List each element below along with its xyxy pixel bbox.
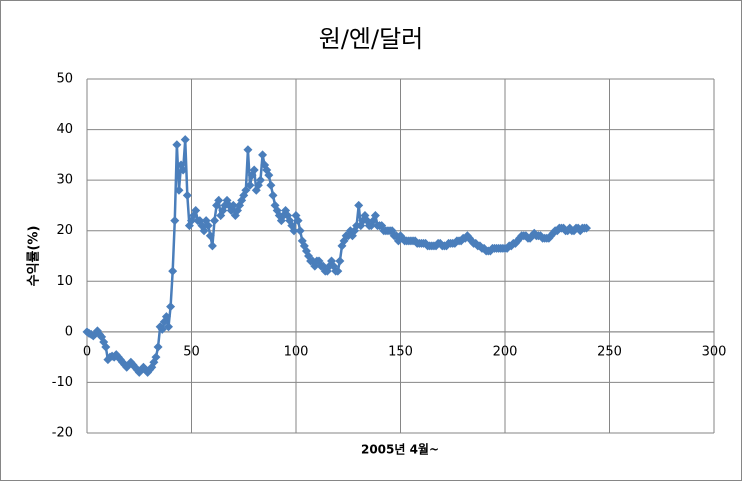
data-point [214,195,224,205]
x-tick-label: 150 [388,344,413,359]
x-axis-label: 2005년 4월~ [361,442,439,457]
x-tick-label: 300 [702,344,727,359]
y-tick-label: 20 [56,223,73,238]
y-tick-label: 30 [56,173,73,188]
chart-title: 원/엔/달러 [319,25,424,53]
data-point [172,140,182,150]
data-point [266,180,276,190]
data-point [249,165,259,175]
data-point [191,205,201,215]
y-tick-label: -20 [52,426,73,441]
data-point [199,226,209,236]
x-tick-label: 250 [597,344,622,359]
x-tick-label: 100 [284,344,309,359]
y-tick-label: 10 [56,274,73,289]
data-point [268,190,278,200]
data-point [209,216,219,226]
y-tick-label: 0 [65,324,73,339]
data-point [101,342,111,352]
data-point [168,266,178,276]
data-point [180,135,190,145]
data-point [161,312,171,322]
data-point [370,211,380,221]
x-tick-label: 0 [83,344,91,359]
data-point [122,362,132,372]
data-point [228,200,238,210]
data-point [333,266,343,276]
data-point [166,302,176,312]
data-point [178,165,188,175]
data-point [245,180,255,190]
y-axis-label: 수익률(%) [26,226,42,287]
data-point [170,216,180,226]
data-point [293,216,303,226]
data-point [174,185,184,195]
data-point [289,226,299,236]
data-point [164,322,174,332]
y-tick-label: -10 [52,375,73,390]
data-point [241,185,251,195]
data-point [354,200,364,210]
data-point [255,175,265,185]
x-tick-label: 50 [183,344,200,359]
x-tick-label: 200 [493,344,518,359]
data-point [295,226,305,236]
data-point [506,241,516,251]
data-point [243,145,253,155]
data-point [335,256,345,266]
data-point [258,150,268,160]
data-point [182,190,192,200]
data-point [207,241,217,251]
data-point [582,223,592,233]
y-tick-label: 50 [56,72,73,87]
data-point [264,170,274,180]
data-point [151,352,161,362]
data-point [205,231,215,241]
data-point [153,342,163,352]
data-point [203,221,213,231]
y-tick-label: 40 [56,122,73,137]
